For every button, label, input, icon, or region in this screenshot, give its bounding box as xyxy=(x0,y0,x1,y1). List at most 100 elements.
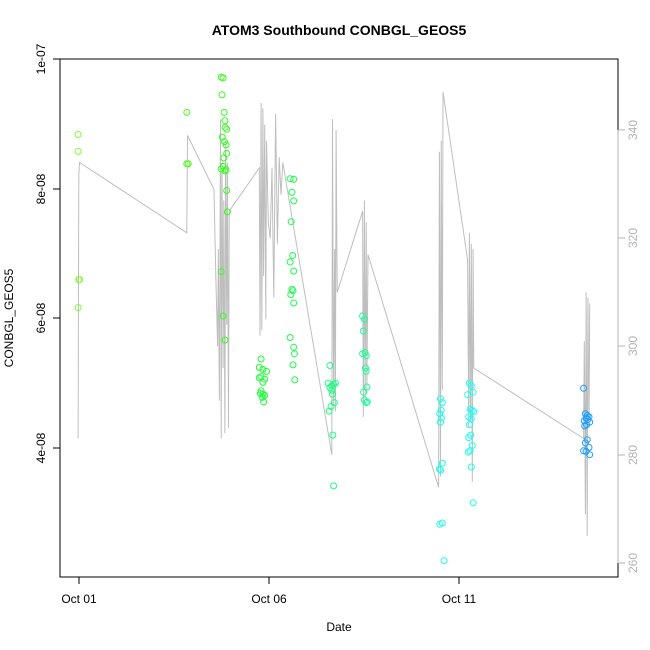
data-point xyxy=(257,355,265,363)
data-point xyxy=(363,398,371,406)
data-point xyxy=(360,388,368,396)
data-point xyxy=(263,367,270,375)
data-point xyxy=(287,218,295,226)
data-point xyxy=(290,343,298,351)
data-point xyxy=(438,519,446,527)
data-point xyxy=(362,364,369,372)
y-tick-label: 8e-08 xyxy=(34,173,48,204)
data-point xyxy=(221,336,229,344)
data-point xyxy=(290,299,298,307)
data-point xyxy=(222,141,230,149)
data-point xyxy=(362,367,370,375)
data-point xyxy=(260,398,268,406)
data-point xyxy=(467,382,475,390)
data-point xyxy=(291,376,299,384)
data-point xyxy=(440,557,448,565)
y-tick-label: 1e-07 xyxy=(34,43,48,74)
data-point xyxy=(259,365,267,373)
data-point xyxy=(359,312,367,320)
data-point xyxy=(327,403,335,410)
y2-tick-label: 320 xyxy=(626,228,640,248)
y2-tick-label: 280 xyxy=(626,445,640,465)
data-point xyxy=(581,422,589,430)
data-point xyxy=(220,154,228,162)
data-point xyxy=(464,448,472,456)
data-point xyxy=(290,175,298,183)
data-point xyxy=(362,399,370,407)
data-point xyxy=(288,188,296,196)
x-tick-label: Oct 11 xyxy=(442,592,477,606)
data-point xyxy=(329,431,337,439)
data-point xyxy=(359,327,367,335)
data-point xyxy=(219,74,227,82)
data-point xyxy=(286,334,294,341)
data-point xyxy=(220,108,228,116)
data-point xyxy=(223,187,231,194)
x-tick-label: Oct 06 xyxy=(251,592,287,606)
data-point xyxy=(586,451,594,459)
data-point xyxy=(183,108,191,116)
data-point xyxy=(221,138,228,146)
data-point xyxy=(74,147,82,155)
data-point xyxy=(326,362,334,369)
data-point xyxy=(581,439,589,447)
data-point xyxy=(289,287,297,295)
data-point xyxy=(465,421,473,429)
data-point xyxy=(470,408,478,416)
data-point xyxy=(222,166,230,174)
data-point xyxy=(437,395,444,403)
data-point xyxy=(331,379,339,387)
data-point xyxy=(467,463,475,471)
x-tick-label: Oct 01 xyxy=(61,592,97,606)
data-point xyxy=(583,421,590,429)
gray-line-series xyxy=(77,92,591,536)
data-point xyxy=(464,391,472,399)
data-point xyxy=(74,304,82,312)
data-point xyxy=(288,285,296,293)
data-point xyxy=(289,252,297,259)
data-point xyxy=(329,390,336,398)
plot-frame xyxy=(59,58,619,578)
data-point xyxy=(221,167,229,175)
y-tick-label: 6e-08 xyxy=(34,302,48,333)
data-point xyxy=(221,123,229,131)
data-point xyxy=(436,410,444,418)
data-point xyxy=(217,268,225,276)
data-point xyxy=(363,383,371,391)
data-point xyxy=(76,276,84,284)
data-point xyxy=(223,208,231,216)
data-point xyxy=(218,91,226,99)
data-point xyxy=(255,364,263,371)
data-point xyxy=(328,386,336,394)
points-layer xyxy=(74,73,594,565)
data-point xyxy=(437,466,444,474)
data-point xyxy=(255,374,263,382)
y-axis-label: CONBGL_GEOS5 xyxy=(2,268,16,367)
data-point xyxy=(184,160,192,168)
data-point xyxy=(435,465,443,473)
y2-tick-label: 340 xyxy=(626,120,640,140)
x-axis-label: Date xyxy=(326,620,352,634)
data-point xyxy=(360,315,368,323)
data-point xyxy=(359,350,367,358)
data-point xyxy=(465,434,473,442)
data-point xyxy=(256,390,264,397)
data-point xyxy=(468,406,476,414)
data-point xyxy=(362,352,370,360)
data-point xyxy=(466,447,474,455)
data-point xyxy=(217,165,225,173)
y-tick-label: 4e-08 xyxy=(34,432,48,463)
data-point xyxy=(219,312,227,320)
data-point xyxy=(258,393,266,401)
data-point xyxy=(289,361,297,369)
data-point xyxy=(259,378,267,386)
data-point xyxy=(290,350,298,358)
data-point xyxy=(469,388,477,396)
data-point xyxy=(290,267,298,275)
data-point xyxy=(223,125,231,133)
y2-tick-label: 300 xyxy=(626,336,640,356)
data-point xyxy=(438,414,445,422)
data-point xyxy=(74,131,82,138)
data-point xyxy=(438,399,446,407)
